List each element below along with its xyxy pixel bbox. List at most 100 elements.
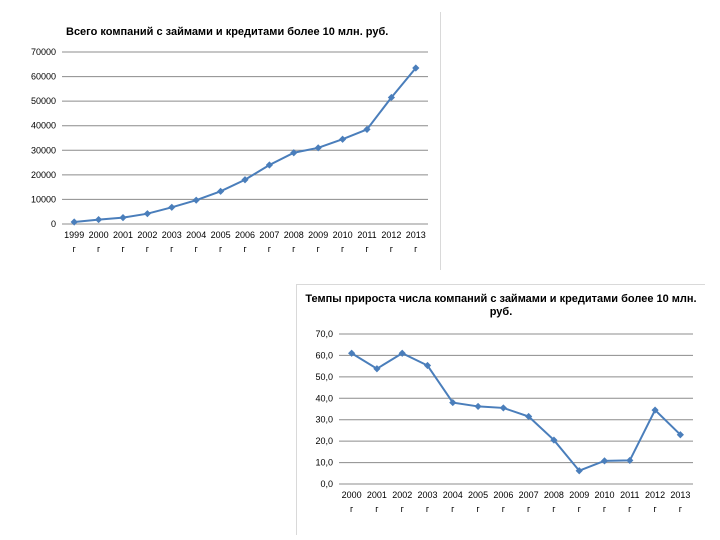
data-point-marker [626,456,634,465]
x-tick-label: 2006 [493,490,513,500]
x-tick-label: 2001 [367,490,387,500]
data-point-marker [363,125,371,133]
x-tick-suffix: г [628,504,632,514]
data-point-marker [217,187,225,195]
x-tick-label: 2005 [468,490,488,500]
x-tick-label: 2002 [137,230,157,240]
x-tick-label: 2003 [417,490,437,500]
data-point-marker [192,196,200,204]
x-tick-suffix: г [653,504,657,514]
x-tick-suffix: г [243,244,247,254]
data-point-marker [525,412,533,421]
x-tick-suffix: г [219,244,223,254]
y-tick-label: 0 [51,219,56,229]
x-tick-suffix: г [268,244,272,254]
y-tick-label: 50000 [31,96,56,106]
y-tick-label: 60000 [31,72,56,82]
x-tick-suffix: г [317,244,321,254]
x-tick-label: 2000 [89,230,109,240]
data-point-marker [387,93,395,102]
data-point-marker [499,404,507,412]
data-point-marker [676,431,684,439]
x-tick-suffix: г [414,244,418,254]
x-tick-suffix: г [679,504,683,514]
x-tick-suffix: г [195,244,199,254]
data-point-marker [70,218,78,226]
x-tick-suffix: г [97,244,101,254]
x-tick-label: 1999 [64,230,84,240]
x-tick-label: 2008 [284,230,304,240]
y-tick-label: 30000 [31,145,56,155]
chart-title: Темпы прироста числа компаний с займами … [305,293,697,318]
data-point-marker [95,215,103,224]
y-tick-label: 70000 [31,47,56,57]
x-tick-label: 2002 [392,490,412,500]
x-tick-suffix: г [603,504,607,514]
y-tick-label: 30,0 [315,415,333,425]
x-tick-suffix: г [121,244,125,254]
data-point-marker [290,149,298,157]
x-tick-label: 2010 [333,230,353,240]
y-tick-label: 40000 [31,121,56,131]
x-tick-label: 2001 [113,230,133,240]
x-tick-label: 2011 [620,490,639,500]
chart-total-companies: Всего компаний с займами и кредитами бол… [10,12,441,270]
y-tick-label: 10,0 [315,458,333,468]
x-tick-suffix: г [375,504,379,514]
data-point-marker [241,176,249,184]
series-line [351,352,682,472]
y-tick-label: 10000 [31,194,56,204]
x-tick-label: 2013 [406,230,426,240]
chart-growth-rate: Темпы прироста числа компаний с займами … [296,284,705,535]
x-tick-label: 2005 [211,230,231,240]
data-point-marker [119,214,127,222]
x-tick-label: 2004 [186,230,206,240]
x-tick-label: 2008 [544,490,564,500]
x-tick-label: 2012 [381,230,401,240]
data-point-marker [412,64,420,72]
data-point-marker [168,203,176,211]
x-tick-suffix: г [451,504,455,514]
y-tick-label: 20,0 [315,436,333,446]
x-tick-suffix: г [390,244,394,254]
x-tick-suffix: г [502,504,506,514]
x-tick-suffix: г [350,504,354,514]
x-tick-suffix: г [73,244,77,254]
x-tick-label: 2010 [594,490,614,500]
x-tick-label: 2013 [670,490,690,500]
x-tick-label: 2003 [162,230,182,240]
x-tick-label: 2011 [357,230,376,240]
data-point-marker [143,210,151,218]
x-tick-label: 2007 [519,490,539,500]
x-tick-suffix: г [146,244,150,254]
x-tick-label: 2000 [342,490,362,500]
x-tick-suffix: г [552,504,556,514]
data-point-marker [314,144,322,152]
x-tick-label: 2009 [308,230,328,240]
x-tick-suffix: г [341,244,345,254]
x-tick-label: 2007 [259,230,279,240]
line-chart-growth-rate: 0,0 10,0 20,0 30,0 40,0 50,0 60,0 70,0 2000 г 2001… [315,329,693,514]
x-tick-label: 2012 [645,490,665,500]
y-tick-label: 0,0 [320,479,333,489]
x-tick-suffix: г [578,504,582,514]
y-tick-label: 20000 [31,170,56,180]
data-point-marker [339,135,347,143]
x-tick-suffix: г [527,504,531,514]
x-tick-label: 2009 [569,490,589,500]
data-point-marker [423,361,432,370]
data-point-marker [600,457,609,465]
y-tick-label: 50,0 [315,372,333,382]
x-tick-suffix: г [426,504,430,514]
line-chart-total-companies: 0 10000 20000 30000 40000 50000 60000 70000 1999… [31,47,428,254]
data-point-marker [265,161,273,169]
y-tick-label: 60,0 [315,350,333,360]
x-tick-suffix: г [170,244,174,254]
x-tick-label: 2004 [443,490,463,500]
chart-title: Всего компаний с займами и кредитами бол… [66,26,389,38]
x-tick-label: 2006 [235,230,255,240]
x-tick-suffix: г [365,244,369,254]
y-tick-label: 70,0 [315,329,333,339]
series-line [74,67,417,224]
x-tick-suffix: г [292,244,296,254]
